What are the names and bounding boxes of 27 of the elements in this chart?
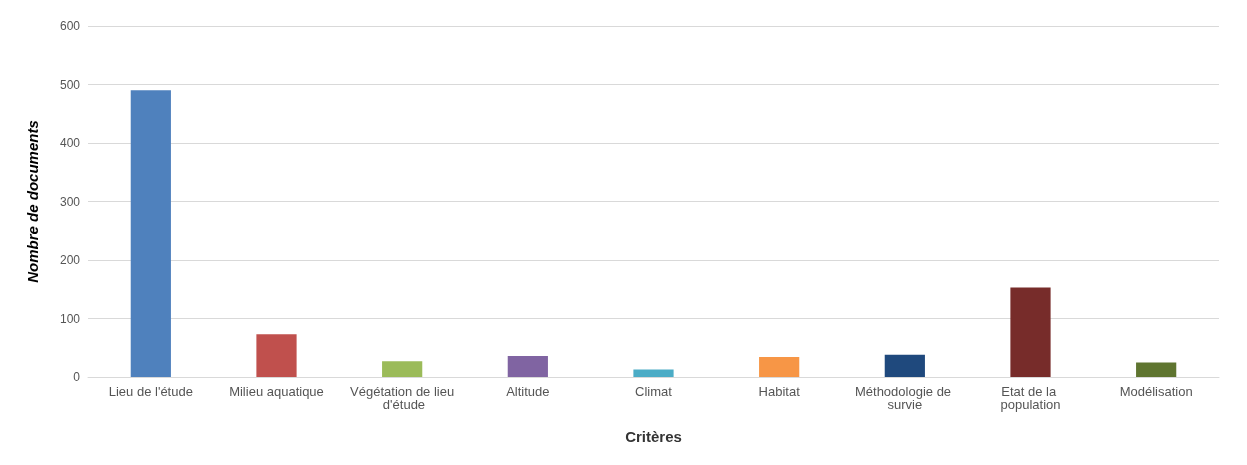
x-tick-label: Habitat (758, 384, 801, 399)
x-tick-label: Altitude (506, 384, 550, 399)
bar (507, 355, 548, 377)
y-tick-label: 300 (59, 194, 81, 209)
bar (759, 357, 800, 377)
bar (884, 354, 925, 377)
bar (130, 90, 171, 377)
x-tick-label: Lieu de l'étude (108, 384, 193, 399)
y-tick-label: 0 (73, 370, 81, 384)
bar (256, 334, 297, 377)
y-tick-label: 400 (59, 136, 81, 150)
x-axis-title: Critères (625, 428, 682, 445)
y-axis-title: Nombre de documents (24, 120, 41, 283)
x-tick-label: Modélisation (1119, 384, 1193, 399)
bar (1010, 287, 1051, 377)
bar (1136, 362, 1177, 377)
y-tick-label: 100 (59, 311, 81, 326)
x-tick-label: Méthodologie de survie (854, 384, 955, 412)
bar (382, 361, 423, 377)
x-tick-label: Etat de la population (1000, 384, 1061, 412)
y-tick-label: 600 (59, 19, 81, 33)
y-tick-label: 500 (59, 77, 81, 92)
x-tick-label: Végétation de lieu d'étude (350, 384, 455, 412)
bar (633, 369, 674, 377)
x-tick-label: Milieu aquatique (229, 384, 324, 399)
y-tick-label: 200 (59, 253, 81, 267)
x-tick-label: Climat (635, 384, 673, 399)
